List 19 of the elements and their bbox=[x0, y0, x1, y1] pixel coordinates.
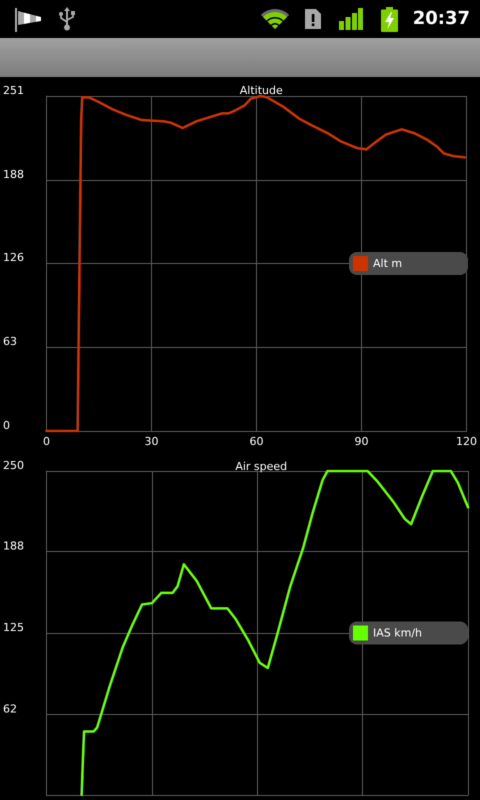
y-tick-label: 0 bbox=[3, 419, 10, 432]
x-tick-label: 120 bbox=[456, 435, 477, 448]
text: 20:37 bbox=[412, 7, 470, 31]
legend-label: Alt m bbox=[373, 257, 402, 270]
y-tick-label: 126 bbox=[3, 250, 24, 264]
x-tick-label: 30 bbox=[144, 435, 158, 448]
legend-label: IAS km/h bbox=[373, 626, 422, 640]
y-tick-label: 251 bbox=[3, 84, 24, 97]
chart-title: Altitude bbox=[240, 84, 283, 97]
y-tick-label: 250 bbox=[3, 459, 24, 472]
x-tick-label: 0 bbox=[43, 435, 50, 448]
y-tick-label: 188 bbox=[3, 168, 24, 182]
x-tick-label: 60 bbox=[250, 435, 264, 448]
y-tick-label: 188 bbox=[3, 539, 24, 552]
chart-title: Air speed bbox=[235, 460, 288, 473]
y-tick-label: 62 bbox=[3, 702, 17, 716]
y-tick-label: 125 bbox=[3, 621, 24, 634]
y-tick-label: 63 bbox=[3, 334, 17, 348]
x-tick-label: 90 bbox=[354, 435, 368, 448]
